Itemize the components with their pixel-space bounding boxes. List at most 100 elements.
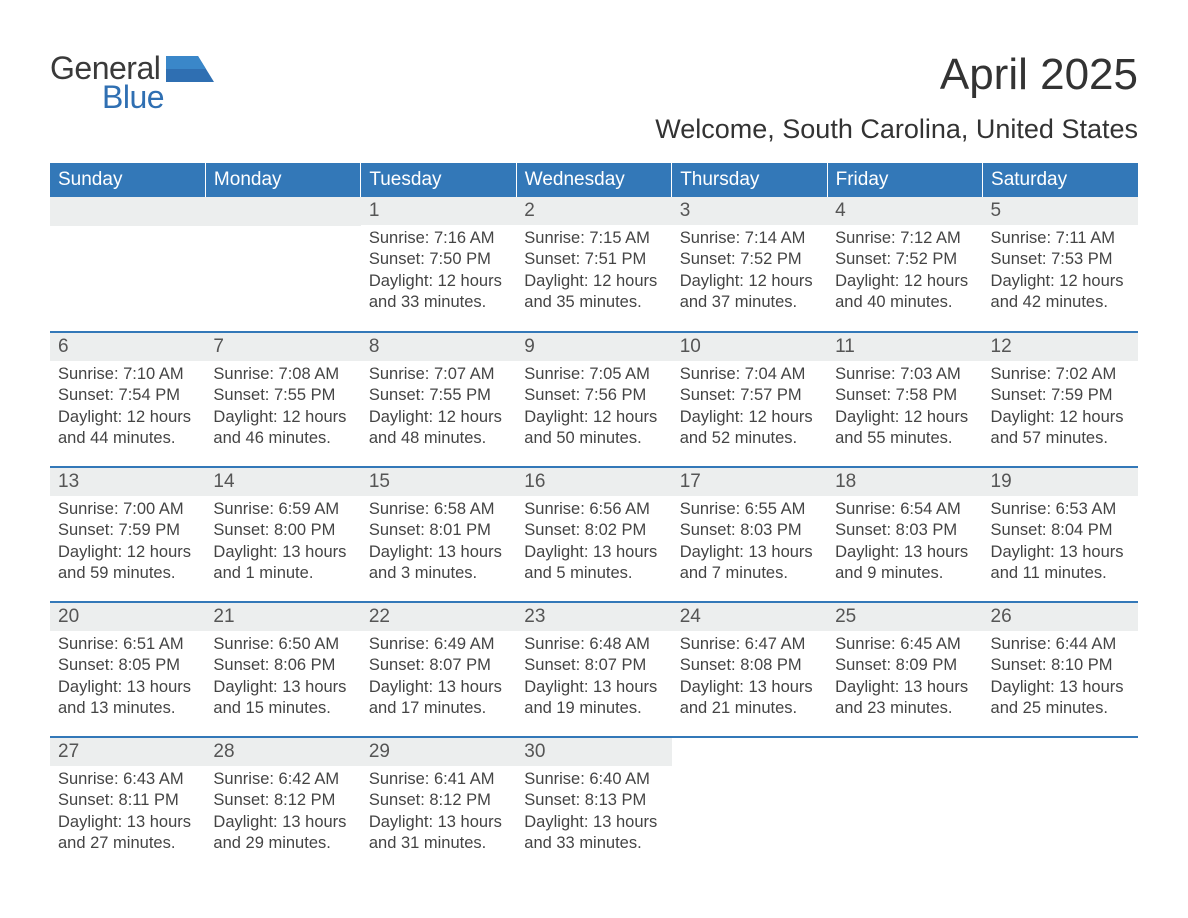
sunset-text: Sunset: 8:02 PM — [524, 520, 663, 541]
weekday-header: Sunday — [50, 163, 205, 197]
day-details: Sunrise: 7:08 AMSunset: 7:55 PMDaylight:… — [205, 361, 360, 450]
logo-flag-icon — [166, 50, 214, 82]
calendar-cell: 13Sunrise: 7:00 AMSunset: 7:59 PMDayligh… — [50, 467, 205, 602]
daylight-text: Daylight: 13 hours and 27 minutes. — [58, 812, 197, 855]
day-number: 21 — [205, 603, 360, 631]
sunrise-text: Sunrise: 6:42 AM — [213, 769, 352, 790]
daylight-text: Daylight: 12 hours and 40 minutes. — [835, 271, 974, 314]
sunset-text: Sunset: 8:01 PM — [369, 520, 508, 541]
day-details: Sunrise: 6:41 AMSunset: 8:12 PMDaylight:… — [361, 766, 516, 855]
sunrise-text: Sunrise: 7:14 AM — [680, 228, 819, 249]
day-number: 12 — [983, 333, 1138, 361]
sunset-text: Sunset: 8:12 PM — [369, 790, 508, 811]
day-number: 26 — [983, 603, 1138, 631]
sunrise-text: Sunrise: 7:02 AM — [991, 364, 1130, 385]
calendar-cell: 14Sunrise: 6:59 AMSunset: 8:00 PMDayligh… — [205, 467, 360, 602]
sunrise-text: Sunrise: 7:08 AM — [213, 364, 352, 385]
calendar-cell: 4Sunrise: 7:12 AMSunset: 7:52 PMDaylight… — [827, 197, 982, 332]
logo-word-blue: Blue — [102, 79, 164, 116]
month-title: April 2025 — [655, 50, 1138, 100]
day-number: 17 — [672, 468, 827, 496]
day-number: 23 — [516, 603, 671, 631]
sunset-text: Sunset: 7:51 PM — [524, 249, 663, 270]
day-number: 5 — [983, 197, 1138, 225]
day-number: 1 — [361, 197, 516, 225]
weekday-header-row: Sunday Monday Tuesday Wednesday Thursday… — [50, 163, 1138, 197]
day-number: 2 — [516, 197, 671, 225]
day-details: Sunrise: 6:43 AMSunset: 8:11 PMDaylight:… — [50, 766, 205, 855]
sunrise-text: Sunrise: 6:41 AM — [369, 769, 508, 790]
daylight-text: Daylight: 13 hours and 31 minutes. — [369, 812, 508, 855]
calendar-cell: 6Sunrise: 7:10 AMSunset: 7:54 PMDaylight… — [50, 332, 205, 467]
day-details: Sunrise: 6:49 AMSunset: 8:07 PMDaylight:… — [361, 631, 516, 720]
sunset-text: Sunset: 8:12 PM — [213, 790, 352, 811]
sunset-text: Sunset: 8:03 PM — [680, 520, 819, 541]
sunrise-text: Sunrise: 6:49 AM — [369, 634, 508, 655]
sunrise-text: Sunrise: 7:12 AM — [835, 228, 974, 249]
day-number: 8 — [361, 333, 516, 361]
calendar-week-row: 1Sunrise: 7:16 AMSunset: 7:50 PMDaylight… — [50, 197, 1138, 332]
sunset-text: Sunset: 7:59 PM — [58, 520, 197, 541]
day-details: Sunrise: 6:55 AMSunset: 8:03 PMDaylight:… — [672, 496, 827, 585]
sunrise-text: Sunrise: 6:53 AM — [991, 499, 1130, 520]
day-details: Sunrise: 7:05 AMSunset: 7:56 PMDaylight:… — [516, 361, 671, 450]
sunset-text: Sunset: 8:08 PM — [680, 655, 819, 676]
day-number: 19 — [983, 468, 1138, 496]
sunset-text: Sunset: 8:06 PM — [213, 655, 352, 676]
day-number: 16 — [516, 468, 671, 496]
day-details: Sunrise: 6:42 AMSunset: 8:12 PMDaylight:… — [205, 766, 360, 855]
sunset-text: Sunset: 8:11 PM — [58, 790, 197, 811]
calendar-cell: 19Sunrise: 6:53 AMSunset: 8:04 PMDayligh… — [983, 467, 1138, 602]
day-number: 18 — [827, 468, 982, 496]
sunset-text: Sunset: 7:55 PM — [213, 385, 352, 406]
day-details: Sunrise: 7:07 AMSunset: 7:55 PMDaylight:… — [361, 361, 516, 450]
sunrise-text: Sunrise: 6:56 AM — [524, 499, 663, 520]
daylight-text: Daylight: 12 hours and 59 minutes. — [58, 542, 197, 585]
daylight-text: Daylight: 13 hours and 9 minutes. — [835, 542, 974, 585]
calendar-cell: 5Sunrise: 7:11 AMSunset: 7:53 PMDaylight… — [983, 197, 1138, 332]
daylight-text: Daylight: 13 hours and 13 minutes. — [58, 677, 197, 720]
daylight-text: Daylight: 13 hours and 29 minutes. — [213, 812, 352, 855]
sunset-text: Sunset: 8:03 PM — [835, 520, 974, 541]
sunrise-text: Sunrise: 6:58 AM — [369, 499, 508, 520]
weekday-header: Wednesday — [516, 163, 671, 197]
day-details: Sunrise: 6:58 AMSunset: 8:01 PMDaylight:… — [361, 496, 516, 585]
sunrise-text: Sunrise: 6:54 AM — [835, 499, 974, 520]
day-number: 6 — [50, 333, 205, 361]
sunset-text: Sunset: 8:00 PM — [213, 520, 352, 541]
title-block: April 2025 Welcome, South Carolina, Unit… — [655, 50, 1138, 145]
sunrise-text: Sunrise: 6:43 AM — [58, 769, 197, 790]
sunset-text: Sunset: 7:52 PM — [680, 249, 819, 270]
calendar-cell: 21Sunrise: 6:50 AMSunset: 8:06 PMDayligh… — [205, 602, 360, 737]
day-details: Sunrise: 6:54 AMSunset: 8:03 PMDaylight:… — [827, 496, 982, 585]
day-number: 20 — [50, 603, 205, 631]
calendar-cell — [50, 197, 205, 332]
day-details: Sunrise: 6:45 AMSunset: 8:09 PMDaylight:… — [827, 631, 982, 720]
sunset-text: Sunset: 8:07 PM — [369, 655, 508, 676]
calendar-cell — [827, 737, 982, 872]
daylight-text: Daylight: 13 hours and 5 minutes. — [524, 542, 663, 585]
daylight-text: Daylight: 12 hours and 48 minutes. — [369, 407, 508, 450]
calendar-cell: 8Sunrise: 7:07 AMSunset: 7:55 PMDaylight… — [361, 332, 516, 467]
calendar-cell: 7Sunrise: 7:08 AMSunset: 7:55 PMDaylight… — [205, 332, 360, 467]
sunrise-text: Sunrise: 7:15 AM — [524, 228, 663, 249]
calendar-cell: 29Sunrise: 6:41 AMSunset: 8:12 PMDayligh… — [361, 737, 516, 872]
day-details: Sunrise: 6:40 AMSunset: 8:13 PMDaylight:… — [516, 766, 671, 855]
sunset-text: Sunset: 7:59 PM — [991, 385, 1130, 406]
daylight-text: Daylight: 12 hours and 57 minutes. — [991, 407, 1130, 450]
sunrise-text: Sunrise: 7:03 AM — [835, 364, 974, 385]
sunrise-text: Sunrise: 7:10 AM — [58, 364, 197, 385]
sunset-text: Sunset: 8:05 PM — [58, 655, 197, 676]
calendar-cell: 27Sunrise: 6:43 AMSunset: 8:11 PMDayligh… — [50, 737, 205, 872]
sunrise-text: Sunrise: 7:05 AM — [524, 364, 663, 385]
sunset-text: Sunset: 8:10 PM — [991, 655, 1130, 676]
sunset-text: Sunset: 7:56 PM — [524, 385, 663, 406]
day-number: 10 — [672, 333, 827, 361]
calendar-cell: 18Sunrise: 6:54 AMSunset: 8:03 PMDayligh… — [827, 467, 982, 602]
weekday-header: Saturday — [983, 163, 1138, 197]
sunset-text: Sunset: 7:58 PM — [835, 385, 974, 406]
sunset-text: Sunset: 8:07 PM — [524, 655, 663, 676]
day-number: 4 — [827, 197, 982, 225]
calendar-cell: 11Sunrise: 7:03 AMSunset: 7:58 PMDayligh… — [827, 332, 982, 467]
sunset-text: Sunset: 8:13 PM — [524, 790, 663, 811]
